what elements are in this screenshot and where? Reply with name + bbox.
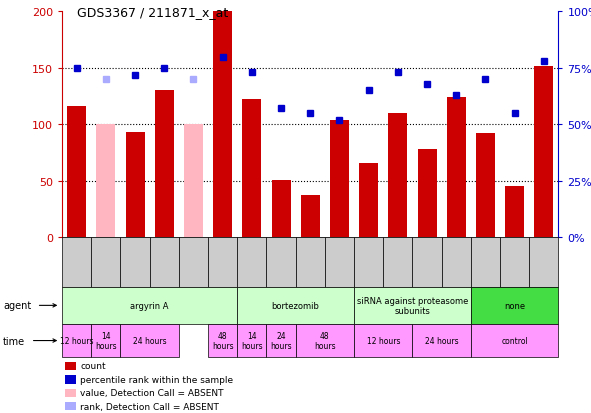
Bar	[359, 163, 378, 237]
Bar	[125, 133, 145, 237]
Bar	[418, 150, 437, 237]
Bar	[272, 180, 291, 237]
Bar	[242, 100, 261, 237]
Bar	[447, 98, 466, 237]
Text: 14
hours: 14 hours	[241, 331, 262, 350]
Bar	[476, 134, 495, 237]
Text: count: count	[80, 361, 106, 370]
Text: agent: agent	[3, 301, 31, 311]
Bar	[534, 66, 553, 237]
Text: value, Detection Call = ABSENT: value, Detection Call = ABSENT	[80, 388, 224, 397]
Bar	[67, 107, 86, 237]
Bar	[330, 121, 349, 237]
Text: 12 hours: 12 hours	[60, 336, 93, 345]
Text: siRNA against proteasome
subunits: siRNA against proteasome subunits	[357, 296, 468, 315]
Bar	[184, 125, 203, 237]
Text: 12 hours: 12 hours	[366, 336, 400, 345]
Bar	[213, 12, 232, 237]
Text: argyrin A: argyrin A	[131, 301, 169, 310]
Text: rank, Detection Call = ABSENT: rank, Detection Call = ABSENT	[80, 402, 219, 411]
Text: 14
hours: 14 hours	[95, 331, 116, 350]
Text: GDS3367 / 211871_x_at: GDS3367 / 211871_x_at	[77, 6, 228, 19]
Bar	[505, 187, 524, 237]
Text: 24 hours: 24 hours	[133, 336, 167, 345]
Bar	[96, 125, 115, 237]
Text: 48
hours: 48 hours	[212, 331, 233, 350]
Text: percentile rank within the sample: percentile rank within the sample	[80, 375, 233, 384]
Text: 48
hours: 48 hours	[314, 331, 336, 350]
Text: time: time	[3, 336, 25, 346]
Text: bortezomib: bortezomib	[272, 301, 320, 310]
Bar	[155, 91, 174, 237]
Bar	[388, 114, 407, 237]
Text: control: control	[501, 336, 528, 345]
Text: 24
hours: 24 hours	[270, 331, 292, 350]
Text: 24 hours: 24 hours	[425, 336, 459, 345]
Text: none: none	[504, 301, 525, 310]
Bar	[301, 196, 320, 237]
